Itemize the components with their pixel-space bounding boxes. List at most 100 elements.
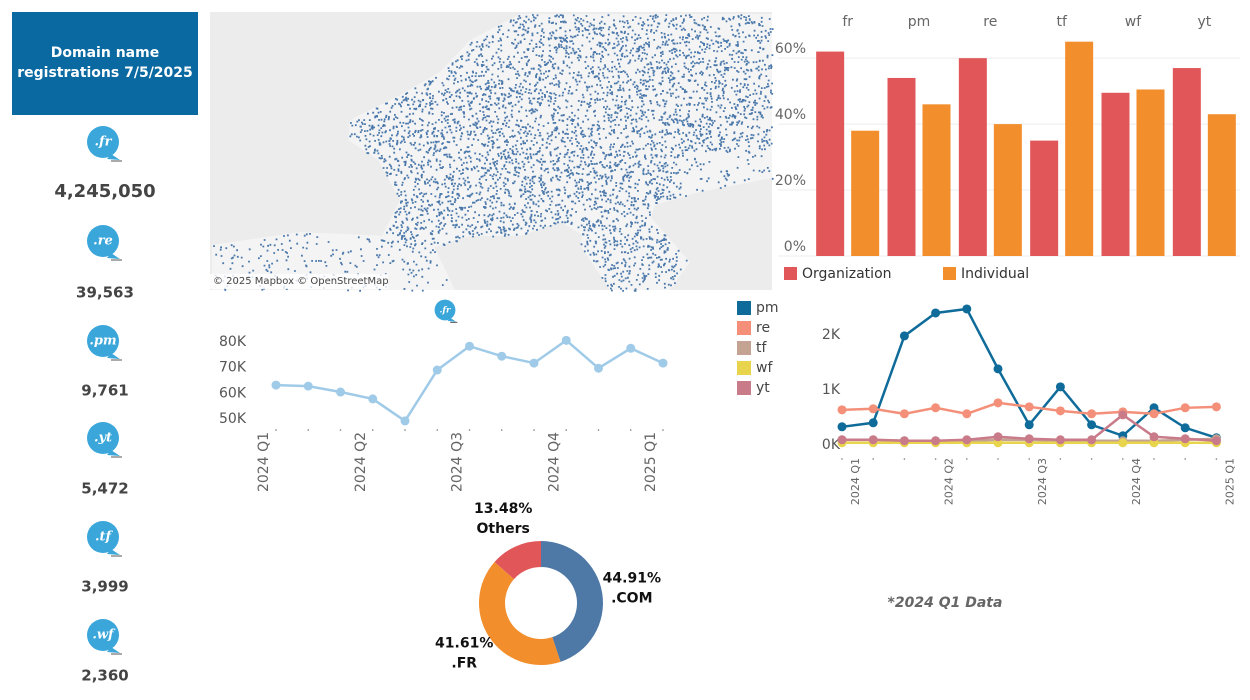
category-header: tf bbox=[1056, 14, 1067, 30]
domain-icon: .re bbox=[87, 225, 122, 261]
caption: *2024 Q1 Data bbox=[888, 595, 1003, 611]
x-tick bbox=[597, 429, 600, 431]
bar bbox=[887, 77, 916, 256]
icon-blob bbox=[87, 521, 119, 553]
category-header: re bbox=[983, 14, 997, 30]
header-box bbox=[12, 12, 198, 115]
series-point bbox=[626, 343, 636, 353]
x-tick bbox=[662, 429, 664, 431]
series-point bbox=[899, 436, 909, 446]
x-tick bbox=[841, 458, 843, 460]
x-tick bbox=[1153, 458, 1155, 460]
series-point bbox=[1180, 403, 1190, 413]
slice-name-label: .FR bbox=[451, 656, 477, 672]
series-point bbox=[336, 387, 345, 397]
icon-tail bbox=[107, 450, 120, 456]
series-point bbox=[993, 398, 1003, 408]
x-tick bbox=[1028, 458, 1030, 460]
y-tick-label: 60% bbox=[775, 41, 806, 57]
bar bbox=[958, 58, 987, 256]
legend-swatch bbox=[737, 321, 751, 335]
category-header: fr bbox=[842, 14, 853, 30]
donut-slice bbox=[494, 541, 541, 580]
series-point bbox=[931, 436, 941, 446]
x-tick bbox=[371, 429, 374, 431]
legend-swatch bbox=[943, 267, 956, 280]
series-point bbox=[1087, 409, 1097, 419]
map-attribution-bg bbox=[210, 274, 388, 289]
series-point bbox=[432, 365, 442, 375]
map-dots bbox=[213, 14, 774, 292]
icon-blob bbox=[87, 325, 119, 357]
icon-tail bbox=[107, 353, 120, 359]
legend-label: yt bbox=[756, 380, 770, 396]
series-point bbox=[400, 416, 410, 426]
series-point bbox=[1087, 420, 1097, 430]
series-line bbox=[841, 307, 1217, 439]
y-tick-label: 40% bbox=[775, 107, 806, 123]
y-tick-label: 60K bbox=[219, 385, 247, 401]
series-line bbox=[275, 338, 664, 423]
x-tick bbox=[1090, 458, 1093, 460]
icon-label: .wf bbox=[92, 628, 116, 643]
legend-swatch bbox=[737, 301, 751, 315]
category-header: yt bbox=[1197, 14, 1211, 30]
series-point bbox=[868, 404, 878, 414]
y-tick-label: 1K bbox=[822, 382, 841, 398]
icon-label: .pm bbox=[89, 334, 116, 349]
legend-swatch bbox=[737, 341, 751, 355]
legend-label: wf bbox=[756, 360, 773, 376]
series-point bbox=[368, 394, 378, 404]
x-tick bbox=[1215, 458, 1218, 460]
category-header: pm bbox=[908, 14, 931, 30]
icon-tail bbox=[107, 647, 120, 653]
x-tick-label: 2024 Q2 bbox=[943, 458, 956, 505]
x-tick bbox=[565, 429, 568, 431]
x-tick bbox=[307, 429, 310, 431]
legend-label: tf bbox=[756, 340, 767, 356]
x-tick bbox=[404, 429, 406, 431]
domain-icon: .pm bbox=[87, 325, 122, 361]
icon-tail bbox=[107, 549, 120, 555]
registration-count: 5,472 bbox=[81, 480, 128, 498]
x-tick-label: 2024 Q3 bbox=[450, 432, 466, 492]
donut-slice bbox=[541, 541, 603, 662]
icon-blob bbox=[87, 422, 119, 454]
icon-blob bbox=[87, 619, 119, 651]
x-tick bbox=[339, 429, 342, 431]
donut-slice bbox=[479, 561, 561, 665]
series-point bbox=[837, 405, 847, 415]
legend-label: re bbox=[756, 320, 770, 336]
series-point bbox=[1211, 436, 1221, 446]
domain-icon: .fr bbox=[87, 126, 122, 162]
slice-name-label: .COM bbox=[611, 590, 652, 606]
series-point bbox=[868, 435, 878, 445]
slice-value-label: 13.48% bbox=[474, 501, 532, 517]
y-tick-label: 2K bbox=[822, 327, 841, 343]
x-tick bbox=[629, 429, 632, 431]
category-header: wf bbox=[1125, 14, 1142, 30]
series-point bbox=[1180, 434, 1190, 444]
series-point bbox=[962, 435, 972, 445]
x-tick bbox=[468, 429, 471, 431]
series-point bbox=[1055, 382, 1065, 392]
x-tick bbox=[903, 458, 906, 460]
series-point bbox=[529, 358, 539, 368]
series-point bbox=[993, 432, 1003, 442]
legend-swatch bbox=[784, 267, 797, 280]
x-tick bbox=[1184, 458, 1186, 460]
map: © 2025 Mapbox © OpenStreetMap bbox=[210, 12, 774, 292]
legend-label: pm bbox=[756, 300, 779, 316]
series-point bbox=[899, 409, 909, 419]
bar bbox=[851, 130, 880, 256]
series-point bbox=[271, 380, 281, 390]
series-point bbox=[1211, 402, 1221, 412]
series-point bbox=[1180, 423, 1190, 433]
series-point bbox=[1118, 410, 1128, 420]
domain-icon: .fr bbox=[434, 299, 458, 323]
x-tick-label: 2024 Q1 bbox=[849, 458, 862, 505]
series-point bbox=[594, 363, 603, 373]
y-tick-label: 20% bbox=[775, 173, 806, 189]
